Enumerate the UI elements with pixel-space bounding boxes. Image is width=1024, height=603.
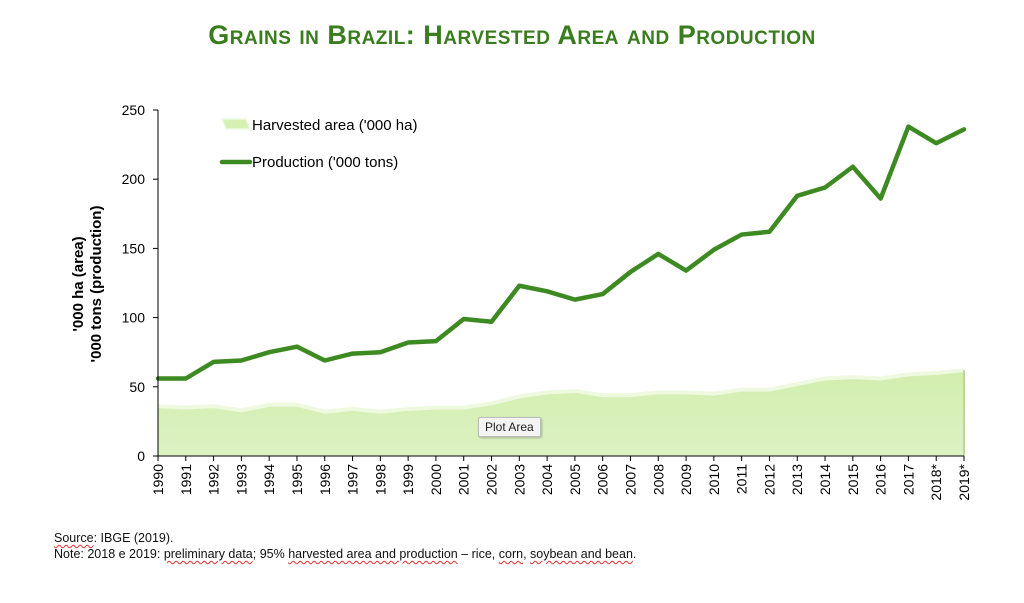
plot-area-tooltip: Plot Area bbox=[478, 417, 541, 437]
x-tick-label: 2009 bbox=[678, 464, 694, 495]
legend-item-production[interactable]: Production ('000 tons) bbox=[219, 154, 398, 171]
note-soybean: soybean and bean bbox=[530, 547, 633, 561]
y-tick-label: 0 bbox=[137, 448, 145, 464]
harvested-area-edge bbox=[157, 368, 965, 414]
x-tick-label: 2007 bbox=[622, 464, 638, 495]
x-tick-label: 2008 bbox=[650, 464, 666, 495]
y-axis-label-line-2: '000 tons (production) bbox=[88, 206, 105, 363]
x-tick-label: 2001 bbox=[456, 464, 472, 495]
y-tick-label: 50 bbox=[129, 379, 145, 395]
source-text: : IBGE (2019). bbox=[93, 531, 174, 545]
y-tick-label: 250 bbox=[122, 102, 146, 118]
y-tick-label: 200 bbox=[122, 171, 146, 187]
y-tick-label: 100 bbox=[122, 310, 146, 326]
production-line-layer bbox=[155, 124, 967, 381]
x-tick-label: 2004 bbox=[539, 464, 555, 495]
footnotes: Source: IBGE (2019). Note: 2018 e 2019: … bbox=[54, 530, 636, 562]
x-tick-label: 2011 bbox=[734, 464, 750, 494]
production-line bbox=[155, 124, 967, 381]
x-tick-label: 2018* bbox=[928, 463, 944, 500]
x-tick-label: 1991 bbox=[178, 464, 194, 495]
y-tick-label: 150 bbox=[122, 240, 146, 256]
x-tick-label: 2019* bbox=[956, 463, 972, 500]
x-tick-label: 2003 bbox=[511, 464, 527, 495]
note-preliminary: preliminary data bbox=[163, 547, 253, 561]
x-tick-label: 1998 bbox=[372, 464, 388, 495]
x-tick-label: 2016 bbox=[873, 464, 889, 495]
x-tick-label: 2010 bbox=[706, 464, 722, 495]
x-tick-label: 1994 bbox=[261, 464, 277, 495]
note-end: . bbox=[632, 547, 637, 561]
y-axis-ticks: 0 50 100 150 200 250 bbox=[122, 102, 158, 464]
x-tick-label: 2014 bbox=[817, 464, 833, 495]
data-note: Note: 2018 e 2019: preliminary data; 95%… bbox=[54, 546, 636, 562]
x-tick-label: 1990 bbox=[150, 464, 166, 495]
x-tick-label: 1995 bbox=[289, 464, 305, 495]
x-tick-label: 1993 bbox=[233, 464, 249, 495]
note-text-2: – rice, bbox=[457, 547, 499, 561]
x-tick-label: 2017 bbox=[900, 464, 916, 495]
x-tick-label: 2013 bbox=[789, 464, 805, 495]
harvested-area-layer bbox=[157, 368, 965, 456]
chart-title: Grains in Brazil: Harvested Area and Pro… bbox=[208, 20, 816, 50]
harvested-area-fill bbox=[158, 370, 964, 456]
y-axis-label: '000 ha (area) '000 tons (production) bbox=[70, 206, 105, 363]
x-tick-label: 2015 bbox=[845, 464, 861, 495]
note-corn: corn bbox=[498, 547, 524, 561]
note-harvested: harvested area and production bbox=[288, 547, 458, 561]
note-prefix: Note: 2018 e 2019: bbox=[54, 547, 164, 561]
x-tick-label: 2006 bbox=[595, 464, 611, 495]
legend-item-harvested-area[interactable]: Harvested area ('000 ha) bbox=[220, 117, 417, 134]
x-tick-label: 2002 bbox=[484, 464, 500, 495]
legend-label-production: Production ('000 tons) bbox=[252, 154, 398, 171]
legend-label-harvested-area: Harvested area ('000 ha) bbox=[252, 117, 417, 134]
x-tick-label: 1992 bbox=[206, 464, 222, 495]
axes bbox=[157, 110, 964, 457]
legend[interactable]: Harvested area ('000 ha) Production ('00… bbox=[219, 117, 417, 171]
x-axis-ticks: 1990 1991 1992 1993 1994 1995 1996 1997 1998 1999… bbox=[150, 456, 972, 501]
legend-swatch-area bbox=[220, 118, 252, 130]
note-text-1: ; 95% bbox=[252, 547, 289, 561]
x-tick-label: 2012 bbox=[761, 464, 777, 495]
x-tick-label: 1997 bbox=[345, 464, 361, 495]
x-tick-label: 2005 bbox=[567, 464, 583, 495]
source-note: Source: IBGE (2019). bbox=[54, 530, 636, 546]
source-word: Source bbox=[54, 531, 94, 545]
y-axis-label-line-1: '000 ha (area) bbox=[70, 236, 87, 331]
x-tick-label: 2000 bbox=[428, 464, 444, 495]
note-text-3: , bbox=[523, 547, 531, 561]
x-tick-label: 1996 bbox=[317, 464, 333, 495]
x-tick-label: 1999 bbox=[400, 464, 416, 495]
